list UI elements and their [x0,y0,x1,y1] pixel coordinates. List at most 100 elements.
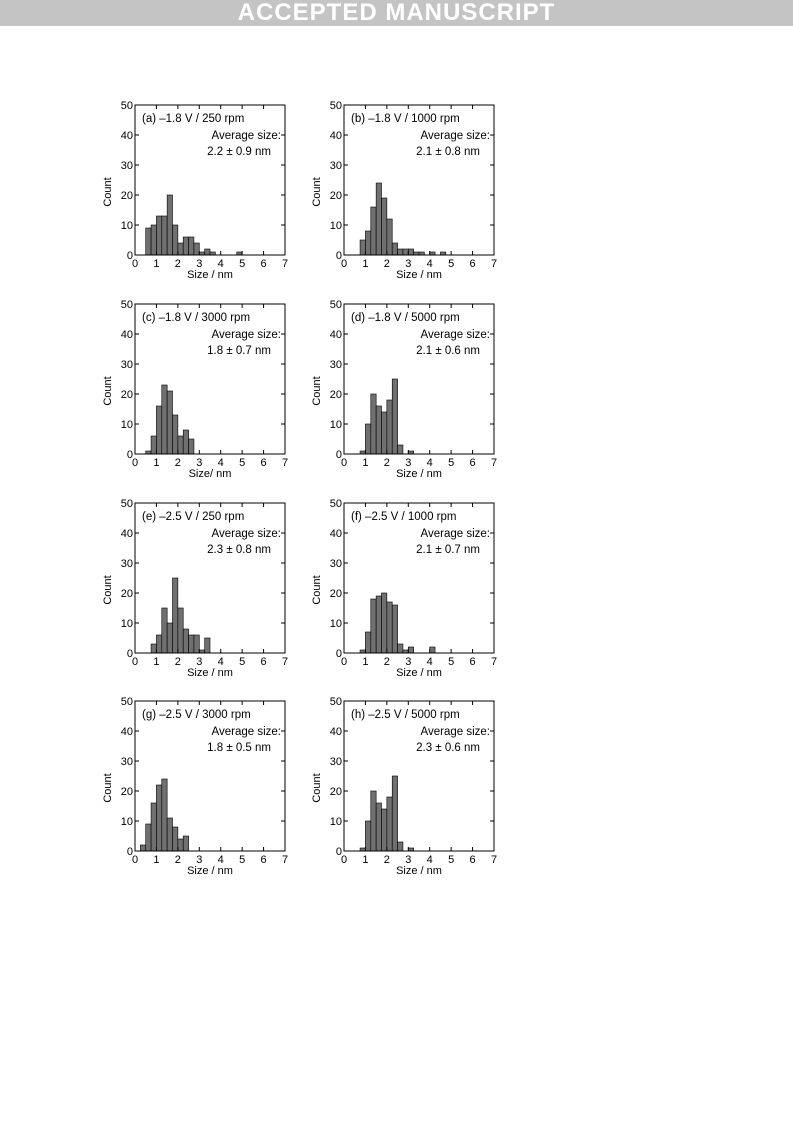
histogram-bar [172,224,179,256]
histogram-bar [166,390,173,455]
histogram-bar [365,230,372,256]
x-axis-label: Size / nm [187,269,233,281]
y-tick-label: 20 [121,786,133,798]
histogram-bar [150,224,157,256]
y-tick-label: 0 [336,449,342,461]
histogram-bar [391,775,398,852]
histogram-panel-h: 0 1 2 3 4 5 6 7 0 10 20 30 40 50 Size / nm Count (h) –2.… [311,696,497,877]
x-tick-label: 7 [491,854,497,866]
histogram-panel-a: 0 1 2 3 4 5 6 7 0 10 20 30 40 50 Size / nm Count (a) –1.… [102,100,288,281]
histogram-panel-b: 0 1 2 3 4 5 6 7 0 10 20 30 40 50 Size / nm Count (b) –1.… [311,100,497,281]
histogram-bar [182,835,189,852]
y-axis-label: Count [311,575,323,604]
histogram-bar [381,808,388,852]
panel-label: (f) –2.5 V / 1000 rpm [351,511,456,523]
x-tick-label: 4 [427,854,433,866]
x-tick-label: 3 [196,457,202,469]
histogram-bar [381,592,388,654]
histogram-bar [156,634,163,654]
histogram-bar [161,384,168,455]
x-axis-label: Size / nm [187,865,233,877]
y-tick-label: 40 [330,528,342,540]
histogram-bar [365,820,372,852]
x-tick-label: 7 [491,258,497,270]
average-size-label: Average size: [212,726,281,738]
histogram-bar [402,248,409,256]
x-tick-label: 4 [218,457,224,469]
y-axis-label: Count [102,575,114,604]
histogram-bar [150,435,157,455]
x-tick-label: 0 [341,457,347,469]
average-size-label: Average size: [421,130,490,142]
plot-frame [134,104,286,256]
x-tick-label: 2 [175,656,181,668]
x-tick-label: 5 [239,258,245,270]
average-size-value: 1.8 ± 0.5 nm [207,742,271,754]
plot-frame [134,502,286,654]
histogram-bar [156,784,163,852]
x-tick-label: 5 [239,854,245,866]
y-tick-label: 10 [330,816,342,828]
y-tick-label: 30 [121,558,133,570]
panel-label: (a) –1.8 V / 250 rpm [142,113,244,125]
x-tick-label: 6 [261,854,267,866]
histogram-bar [161,778,168,852]
histogram-bar [397,643,404,654]
plot-frame [343,502,495,654]
average-size-value: 2.1 ± 0.7 nm [416,544,480,556]
histogram-bar [407,646,414,654]
x-tick-label: 4 [427,258,433,270]
plot-frame [343,104,495,256]
histogram-bar [145,227,152,256]
histogram-bar [375,802,382,852]
x-tick-label: 2 [175,854,181,866]
x-tick-label: 6 [470,854,476,866]
histogram-bar [397,841,404,852]
y-tick-label: 20 [121,389,133,401]
y-tick-label: 10 [121,816,133,828]
y-axis-label: Count [102,773,114,802]
x-axis-label: Size / nm [396,865,442,877]
y-tick-label: 30 [121,359,133,371]
histogram-bar [145,823,152,852]
histogram-bar [370,790,377,852]
y-tick-label: 30 [330,160,342,172]
y-tick-label: 40 [330,726,342,738]
y-tick-label: 10 [330,220,342,232]
histogram-bar [204,637,211,654]
panel-label: (g) –2.5 V / 3000 rpm [142,709,251,721]
histogram-bar [182,236,189,256]
x-tick-label: 7 [491,656,497,668]
y-tick-label: 50 [121,100,133,112]
x-tick-label: 1 [153,656,159,668]
average-size-value: 2.1 ± 0.8 nm [416,146,480,158]
x-tick-label: 1 [362,457,368,469]
x-tick-label: 2 [175,258,181,270]
x-tick-label: 6 [261,258,267,270]
histogram-bar [375,182,382,256]
y-tick-label: 0 [127,250,133,262]
histogram-bar [177,435,184,455]
histogram-bar [386,601,393,654]
histogram-bar [365,631,372,654]
x-tick-label: 6 [261,457,267,469]
histogram-bar [172,414,179,455]
x-tick-label: 1 [362,258,368,270]
histogram-bar [182,628,189,654]
histogram-bar [188,236,195,256]
y-tick-label: 30 [121,756,133,768]
histogram-bar [161,215,168,256]
average-size-value: 2.3 ± 0.6 nm [416,742,480,754]
x-tick-label: 2 [175,457,181,469]
y-tick-label: 20 [330,786,342,798]
y-tick-label: 10 [330,419,342,431]
histogram-bar [166,622,173,654]
x-tick-label: 0 [341,258,347,270]
y-tick-label: 50 [121,299,133,311]
histogram-bar [375,405,382,455]
histogram-bar [166,817,173,852]
histogram-bar [391,378,398,455]
y-tick-label: 0 [127,846,133,858]
histogram-bar [193,634,200,654]
x-axis-label: Size / nm [396,667,442,679]
